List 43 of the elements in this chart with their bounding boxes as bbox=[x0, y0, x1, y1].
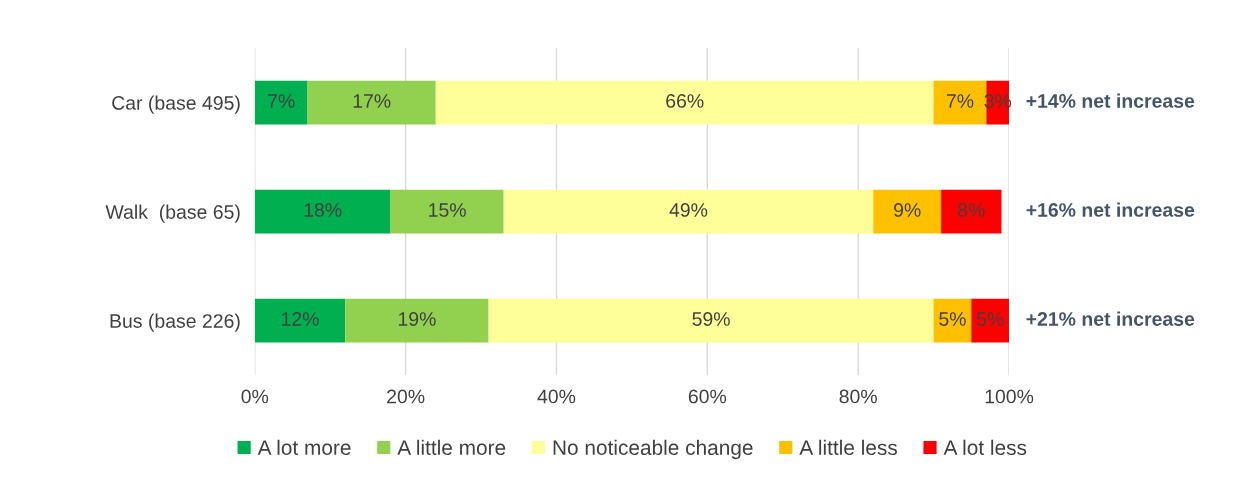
bar bbox=[254, 298, 346, 343]
data-label: 66% bbox=[666, 94, 704, 108]
text: +14% net increase bbox=[1026, 93, 1195, 108]
legend-label: A lot more bbox=[257, 439, 351, 456]
y-tick-label: Bus (base 226) bbox=[110, 313, 240, 332]
y-tick-label: Car (base 495) bbox=[112, 95, 240, 114]
bar bbox=[435, 80, 934, 125]
bar bbox=[941, 189, 1002, 234]
data-label: 7% bbox=[268, 94, 295, 108]
bar bbox=[873, 189, 942, 234]
data-label: 7% bbox=[946, 94, 974, 108]
y-tick-label: Walk (base 65) bbox=[105, 204, 240, 223]
data-label: 15% bbox=[429, 203, 466, 217]
text: +16% net increase bbox=[1026, 202, 1195, 217]
data-label: 12% bbox=[282, 312, 319, 326]
data-label: 5% bbox=[939, 312, 966, 326]
x-tick-label: 40% bbox=[537, 389, 576, 404]
legend-label: No noticeable change bbox=[553, 439, 753, 460]
bar bbox=[390, 189, 504, 234]
data-label: 19% bbox=[398, 312, 436, 326]
text: +21% net increase bbox=[1026, 311, 1195, 326]
x-tick-label: 20% bbox=[387, 389, 425, 404]
legend-label: A little less bbox=[799, 439, 897, 456]
bar bbox=[503, 189, 874, 234]
x-tick-label: 100% bbox=[985, 389, 1034, 404]
bar bbox=[488, 298, 934, 343]
bar bbox=[307, 80, 436, 125]
bar bbox=[254, 80, 308, 125]
data-label: 17% bbox=[353, 94, 391, 108]
bar bbox=[254, 189, 391, 234]
legend-label: A lot less bbox=[943, 439, 1027, 456]
bar bbox=[971, 298, 1010, 343]
x-tick-label: 0% bbox=[241, 389, 269, 404]
data-label: 18% bbox=[304, 203, 342, 217]
data-label: 5% bbox=[976, 312, 1004, 326]
legend-label: A little more bbox=[397, 439, 506, 456]
data-label: 49% bbox=[669, 203, 708, 217]
data-label: 9% bbox=[894, 203, 921, 217]
x-tick-label: 80% bbox=[839, 389, 877, 404]
data-label: 59% bbox=[692, 312, 730, 326]
bar bbox=[345, 298, 489, 343]
data-label: 8% bbox=[958, 203, 985, 217]
x-tick-label: 60% bbox=[688, 389, 727, 404]
